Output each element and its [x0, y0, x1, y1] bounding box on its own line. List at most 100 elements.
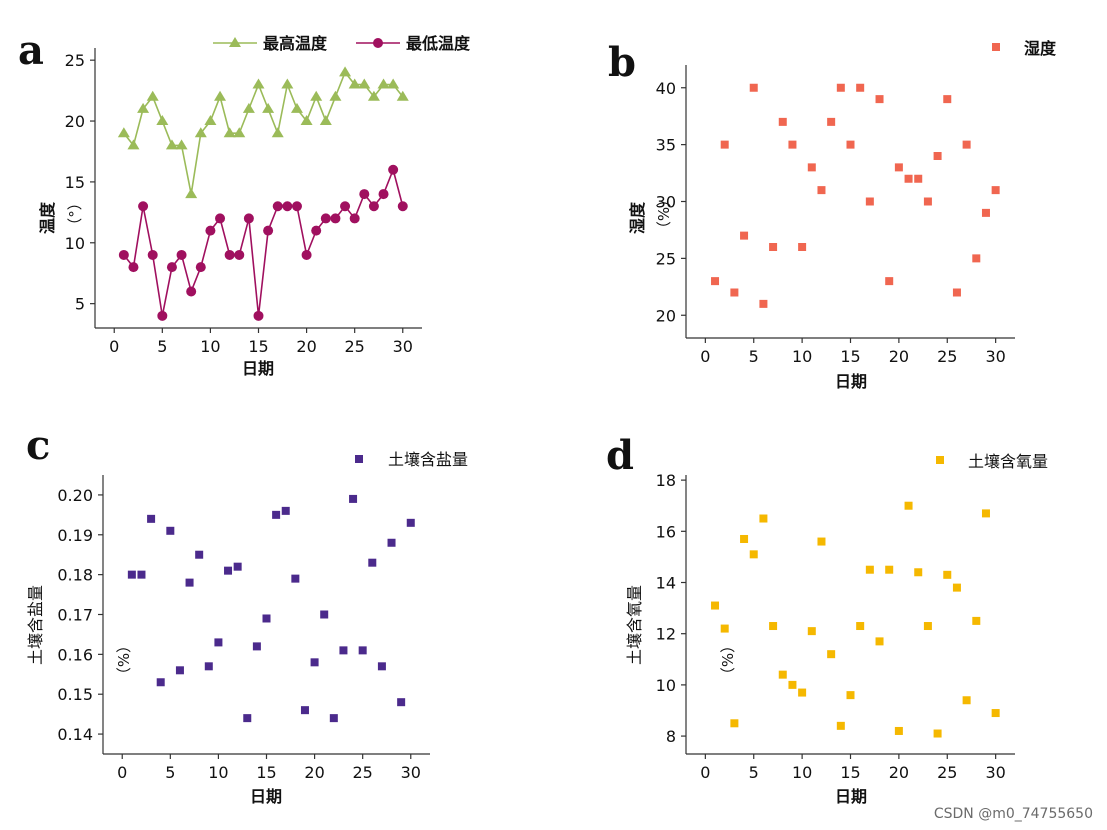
x-tick-label: 15: [248, 337, 268, 356]
data-point: [759, 299, 768, 308]
data-point: [952, 288, 961, 297]
data-point: [175, 139, 188, 150]
y-tick-label: 20: [656, 306, 676, 325]
data-point: [358, 78, 371, 89]
data-point: [943, 95, 952, 104]
y-tick-label: 0.20: [57, 486, 93, 505]
data-point: [740, 231, 749, 240]
data-point: [865, 197, 874, 206]
data-point: [146, 90, 159, 101]
y-tick-label: 0.15: [57, 685, 93, 704]
y-tick-label: 35: [656, 136, 676, 155]
data-point: [300, 706, 309, 715]
y-tick-label: 0.17: [57, 606, 93, 625]
data-point: [263, 225, 274, 236]
panel-b-legend: 湿度: [992, 39, 1057, 58]
data-point: [290, 102, 303, 113]
panel-a-y-unit: （°）: [66, 195, 84, 233]
data-point: [137, 102, 150, 113]
data-point: [865, 565, 874, 574]
data-point: [740, 534, 749, 543]
data-point: [720, 140, 729, 149]
y-tick-label: 18: [656, 471, 676, 490]
data-point: [807, 163, 816, 172]
panel-a-temperature-chart: a 0 5 10 15 20 25 30 5 10 15 20 25 日期 温度 （°） 最高温度 …: [18, 27, 471, 378]
data-point: [377, 662, 386, 671]
data-point: [349, 494, 358, 503]
x-tick-label: 5: [749, 347, 759, 366]
data-point: [378, 189, 389, 200]
x-tick-label: 0: [109, 337, 119, 356]
x-tick-label: 0: [700, 763, 710, 782]
data-point: [904, 501, 913, 510]
y-tick-label: 0.18: [57, 566, 93, 585]
data-point: [252, 642, 261, 651]
y-tick-label: 16: [656, 522, 676, 541]
data-point: [387, 538, 396, 547]
panel-c-soil-salinity-chart: c 0 5 10 15 20 25 30 0.140.150.160.170.180.190…: [26, 422, 468, 806]
panel-b-y-label: 湿度: [628, 201, 647, 235]
x-tick-label: 15: [256, 763, 276, 782]
data-point: [319, 115, 332, 126]
data-point: [894, 726, 903, 735]
data-point: [817, 186, 826, 195]
data-point: [952, 583, 961, 592]
legend-square-icon: [992, 43, 1000, 51]
data-point: [233, 562, 242, 571]
data-point: [798, 243, 807, 251]
data-point: [359, 189, 370, 200]
data-point: [194, 127, 207, 138]
data-point: [166, 526, 175, 535]
data-point: [923, 197, 932, 206]
data-point: [981, 509, 990, 518]
watermark: CSDN @m0_74755650: [933, 806, 1093, 822]
panel-c-label: c: [26, 422, 50, 469]
data-point: [349, 213, 360, 224]
data-point: [243, 714, 252, 723]
data-point: [310, 90, 323, 101]
data-point: [271, 127, 284, 138]
y-tick-label: 10: [656, 676, 676, 695]
data-point: [788, 140, 797, 149]
panel-a-marks: [117, 66, 409, 321]
data-point: [127, 570, 136, 579]
y-tick-label: 0.19: [57, 526, 93, 545]
panel-c-y-ticks: 0.14 0.15 0.16 0.17 0.18 0.19 0.20: [57, 486, 103, 744]
x-tick-label: 20: [296, 337, 316, 356]
legend-label-humidity: 湿度: [1023, 39, 1057, 58]
data-point: [962, 696, 971, 705]
data-point: [205, 225, 216, 236]
data-point: [175, 666, 184, 675]
x-tick-label: 20: [889, 763, 909, 782]
x-tick-label: 15: [840, 347, 860, 366]
data-point: [262, 614, 271, 623]
data-point: [214, 638, 223, 647]
data-point: [358, 646, 367, 655]
x-tick-label: 20: [889, 347, 909, 366]
data-point: [166, 262, 177, 273]
data-point: [243, 213, 254, 224]
y-tick-label: 0.16: [57, 645, 93, 664]
panel-c-x-label: 日期: [250, 787, 282, 806]
data-point: [368, 558, 377, 567]
x-tick-label: 0: [700, 347, 710, 366]
x-tick-label: 10: [208, 763, 228, 782]
data-point: [300, 115, 313, 126]
legend-label-min-temp: 最低温度: [406, 34, 471, 53]
data-point: [778, 670, 787, 679]
data-point: [156, 115, 169, 126]
data-point: [340, 201, 351, 212]
data-point: [875, 95, 884, 104]
data-point: [204, 115, 217, 126]
data-point: [310, 658, 319, 667]
panel-d-x-ticks: 0 5 10 15 20 25 30: [700, 754, 1006, 782]
data-point: [406, 518, 415, 527]
data-point: [397, 698, 406, 707]
data-point: [807, 627, 816, 636]
x-tick-label: 5: [157, 337, 167, 356]
data-point: [242, 102, 255, 113]
legend-circle-icon: [373, 38, 383, 48]
data-point: [156, 678, 165, 687]
panel-b-y-ticks: 20 25 30 35 40: [656, 79, 686, 325]
data-point: [127, 139, 140, 150]
